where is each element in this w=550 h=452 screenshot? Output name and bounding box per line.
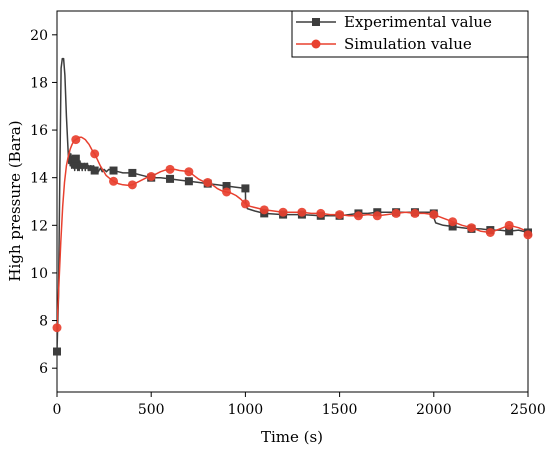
data-point-simulation (146, 171, 156, 181)
data-point-simulation (504, 220, 514, 230)
data-point-simulation (372, 211, 382, 221)
data-point-simulation (203, 177, 213, 187)
data-point-simulation (222, 187, 232, 197)
data-point-simulation (165, 164, 175, 174)
data-point-simulation (278, 207, 288, 217)
x-tick-label: 0 (53, 402, 62, 418)
data-point-simulation (466, 223, 476, 233)
y-tick-label: 10 (30, 266, 48, 282)
y-axis: 6 8 10 12 14 16 18 20 (30, 28, 57, 377)
marker-layer (52, 135, 533, 356)
x-tick-label: 2500 (510, 402, 546, 418)
data-point-simulation (259, 205, 269, 215)
legend-label-experimental: Experimental value (344, 13, 492, 31)
legend-marker-simulation (311, 39, 321, 49)
x-tick-label: 1000 (228, 402, 264, 418)
x-tick-label: 1500 (322, 402, 358, 418)
y-tick-label: 16 (30, 123, 48, 139)
data-point-experimental (448, 222, 457, 231)
series-layer (57, 57, 528, 352)
data-point-experimental (184, 177, 193, 186)
data-point-experimental (222, 182, 231, 191)
y-tick-label: 12 (30, 218, 48, 234)
y-tick-label: 14 (30, 171, 48, 187)
x-axis-title: Time (s) (261, 428, 323, 446)
x-tick-label: 500 (138, 402, 165, 418)
data-point-experimental (128, 168, 137, 177)
data-point-simulation (52, 323, 62, 333)
data-point-simulation (410, 208, 420, 218)
y-tick-label: 20 (30, 28, 48, 44)
data-point-experimental (241, 184, 250, 193)
data-point-simulation (297, 207, 307, 217)
data-point-simulation (71, 135, 81, 145)
data-point-experimental (53, 347, 61, 356)
plot-frame (56, 10, 529, 393)
y-tick-label: 18 (30, 75, 48, 91)
data-point-experimental (109, 166, 118, 175)
data-point-experimental (90, 166, 99, 175)
data-point-experimental (166, 174, 175, 183)
data-point-simulation (353, 211, 363, 221)
data-point-experimental (505, 227, 514, 236)
x-tick-label: 2000 (416, 402, 452, 418)
data-point-simulation (90, 149, 100, 159)
data-point-simulation (240, 199, 250, 209)
data-point-simulation (429, 210, 439, 220)
y-tick-label: 8 (39, 314, 48, 330)
data-point-simulation (316, 208, 326, 218)
x-axis: 0 500 1000 1500 2000 2500 (53, 392, 546, 418)
data-point-simulation (523, 230, 533, 240)
data-point-experimental (71, 154, 80, 163)
data-point-simulation (335, 210, 345, 220)
legend-marker-experimental (312, 18, 320, 26)
data-point-simulation (448, 217, 458, 227)
legend-label-simulation: Simulation value (344, 35, 472, 53)
y-axis-title: High pressure (Bara) (6, 120, 24, 281)
data-point-simulation (391, 208, 401, 218)
data-point-simulation (184, 167, 194, 177)
data-point-simulation (127, 180, 137, 190)
legend: Experimental value Simulation value (291, 10, 529, 58)
series-line-experimental (57, 57, 528, 352)
data-point-simulation (109, 176, 119, 186)
data-point-simulation (485, 227, 495, 237)
legend-box (291, 10, 529, 58)
y-tick-label: 6 (39, 361, 48, 377)
series-line-simulation (57, 136, 528, 328)
